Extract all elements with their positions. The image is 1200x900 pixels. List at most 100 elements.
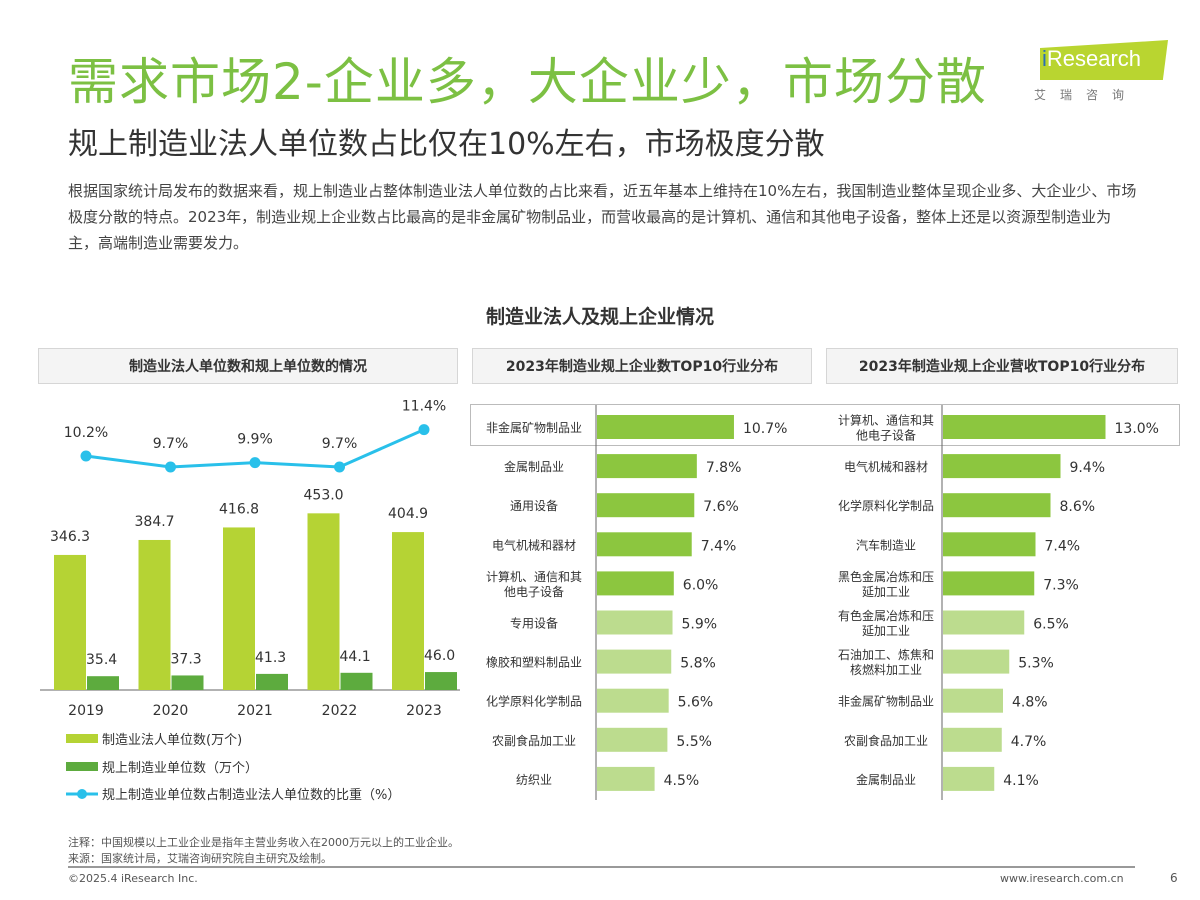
hbar-category-label: 纺织业	[516, 773, 552, 787]
charts-svg: 346.3 35.4 2019 384.7 37.3 2020 416.8 41.3 2021 4…	[40, 399, 1159, 800]
hbar-value-label: 4.8%	[1012, 695, 1048, 711]
hbar	[597, 571, 674, 596]
hbar	[943, 532, 1036, 557]
hbar-value-label: 7.6%	[703, 499, 739, 515]
logo-plate	[1040, 40, 1168, 80]
hbar-category-label: 黑色金属冶炼和压	[838, 569, 934, 584]
bar-above-scale	[87, 676, 119, 690]
ratio-point	[80, 450, 92, 462]
hbar	[943, 766, 995, 791]
hbar-category-label: 计算机、通信和其	[838, 413, 934, 428]
page-number: 6	[1170, 871, 1178, 885]
logo-cn: 艾瑞咨询	[1034, 88, 1139, 102]
bar-label: 453.0	[304, 487, 344, 503]
hbar-category-label: 石油加工、炼焦和	[838, 647, 934, 662]
page-title: 需求市场2-企业多，大企业少，市场分散	[68, 53, 987, 111]
ratio-label: 10.2%	[64, 425, 108, 441]
bar-label: 44.1	[340, 649, 371, 665]
ratio-label: 9.9%	[237, 432, 273, 448]
legend-label: 规上制造业单位数占制造业法人单位数的比重（%）	[102, 788, 401, 803]
bar-legal-units	[223, 527, 255, 690]
hbar	[597, 493, 695, 518]
iresearch-logo: iResearch 艾瑞咨询	[1030, 38, 1170, 108]
hbar-category-label: 通用设备	[510, 499, 558, 513]
x-tick-label: 2022	[322, 703, 358, 719]
hbar	[597, 649, 672, 674]
hbar	[943, 571, 1035, 596]
bar-label: 346.3	[50, 529, 90, 545]
bar-label: 404.9	[388, 506, 428, 522]
footer-divider	[68, 866, 1135, 868]
hbar	[943, 415, 1106, 439]
hbar	[943, 454, 1061, 479]
hbar	[943, 493, 1051, 518]
hbar-category-label: 非金属矿物制品业	[838, 694, 934, 709]
hbar-value-label: 8.6%	[1060, 499, 1096, 515]
hbar-value-label: 5.8%	[680, 656, 716, 672]
page-subtitle: 规上制造业法人单位数占比仅在10%左右，市场极度分散	[68, 127, 825, 162]
hbar-value-label: 7.4%	[1045, 538, 1081, 554]
legend-item-ratio: 规上制造业单位数占制造业法人单位数的比重（%）	[66, 784, 400, 803]
charts-title: 制造业法人及规上企业情况	[485, 306, 714, 328]
legend-item-above-scale: 规上制造业单位数（万个）	[66, 757, 258, 776]
hbar-category-label: 非金属矿物制品业	[486, 420, 582, 435]
hbar	[597, 610, 673, 635]
hbar-category-label: 橡胶和塑料制品业	[486, 655, 582, 670]
hbar-category-label: 延加工业	[862, 585, 910, 599]
bar-label: 384.7	[135, 514, 175, 530]
highlight-box	[470, 404, 1180, 446]
hbar	[597, 727, 668, 752]
hbar	[597, 454, 697, 479]
hbar-value-label: 13.0%	[1115, 421, 1159, 437]
ratio-label: 9.7%	[322, 436, 358, 452]
hbar-category-label: 化学原料化学制品	[838, 498, 934, 513]
bar-label: 41.3	[255, 650, 286, 666]
hbar-value-label: 4.5%	[664, 773, 700, 789]
bar-legal-units	[138, 539, 171, 690]
legend-label: 制造业法人单位数(万个)	[102, 733, 243, 748]
bar-above-scale	[340, 672, 373, 690]
hbar	[943, 649, 1010, 674]
hbar-value-label: 5.6%	[678, 695, 714, 711]
hbar-value-label: 6.0%	[683, 577, 719, 593]
hbar	[943, 610, 1025, 635]
legend-line-marker	[66, 788, 98, 799]
hbar-value-label: 5.5%	[676, 734, 712, 750]
hbar-value-label: 4.1%	[1003, 773, 1039, 789]
logo-brand: iResearch	[1042, 46, 1142, 71]
chart1-title: 制造业法人单位数和规上单位数的情况	[38, 348, 458, 384]
bar-label: 35.4	[86, 652, 117, 668]
hbar-category-label: 农副食品加工业	[844, 733, 928, 748]
hbar-category-label: 电气机械和器材	[492, 537, 576, 552]
chart3-title: 2023年制造业规上企业营收TOP10行业分布	[826, 348, 1178, 384]
x-tick-label: 2020	[153, 703, 189, 719]
hbar	[943, 727, 1002, 752]
hbar	[597, 415, 734, 439]
hbar-category-label: 专用设备	[510, 616, 558, 631]
hbar-category-label: 汽车制造业	[856, 537, 916, 552]
bar-legal-units	[307, 513, 340, 690]
hbar-value-label: 7.3%	[1043, 577, 1079, 593]
hbar-category-label: 延加工业	[862, 624, 910, 638]
website-link[interactable]: www.iresearch.com.cn	[1000, 872, 1124, 885]
bar-label: 46.0	[424, 648, 455, 664]
hbar-value-label: 7.8%	[706, 460, 742, 476]
hbar-category-label: 电气机械和器材	[844, 459, 928, 474]
hbar-category-label: 核燃料加工业	[850, 662, 922, 677]
hbar-category-label: 他电子设备	[856, 429, 916, 443]
x-tick-label: 2019	[68, 703, 104, 719]
hbar-category-label: 计算机、通信和其	[486, 569, 582, 584]
source-note: 来源：国家统计局，艾瑞咨询研究院自主研究及绘制。	[68, 852, 332, 865]
legend-swatch	[66, 734, 98, 743]
x-tick-label: 2021	[237, 703, 273, 719]
legend-item-legal-units: 制造业法人单位数(万个)	[66, 729, 242, 748]
ratio-point	[249, 457, 261, 469]
hbar-category-label: 他电子设备	[504, 585, 564, 599]
chart2-title: 2023年制造业规上企业数TOP10行业分布	[472, 348, 812, 384]
legend-swatch	[66, 762, 98, 771]
hbar-value-label: 5.3%	[1018, 656, 1054, 672]
bar-label: 37.3	[171, 651, 202, 667]
ratio-point	[418, 424, 430, 436]
ratio-point	[165, 461, 176, 473]
bar-above-scale	[425, 672, 457, 690]
